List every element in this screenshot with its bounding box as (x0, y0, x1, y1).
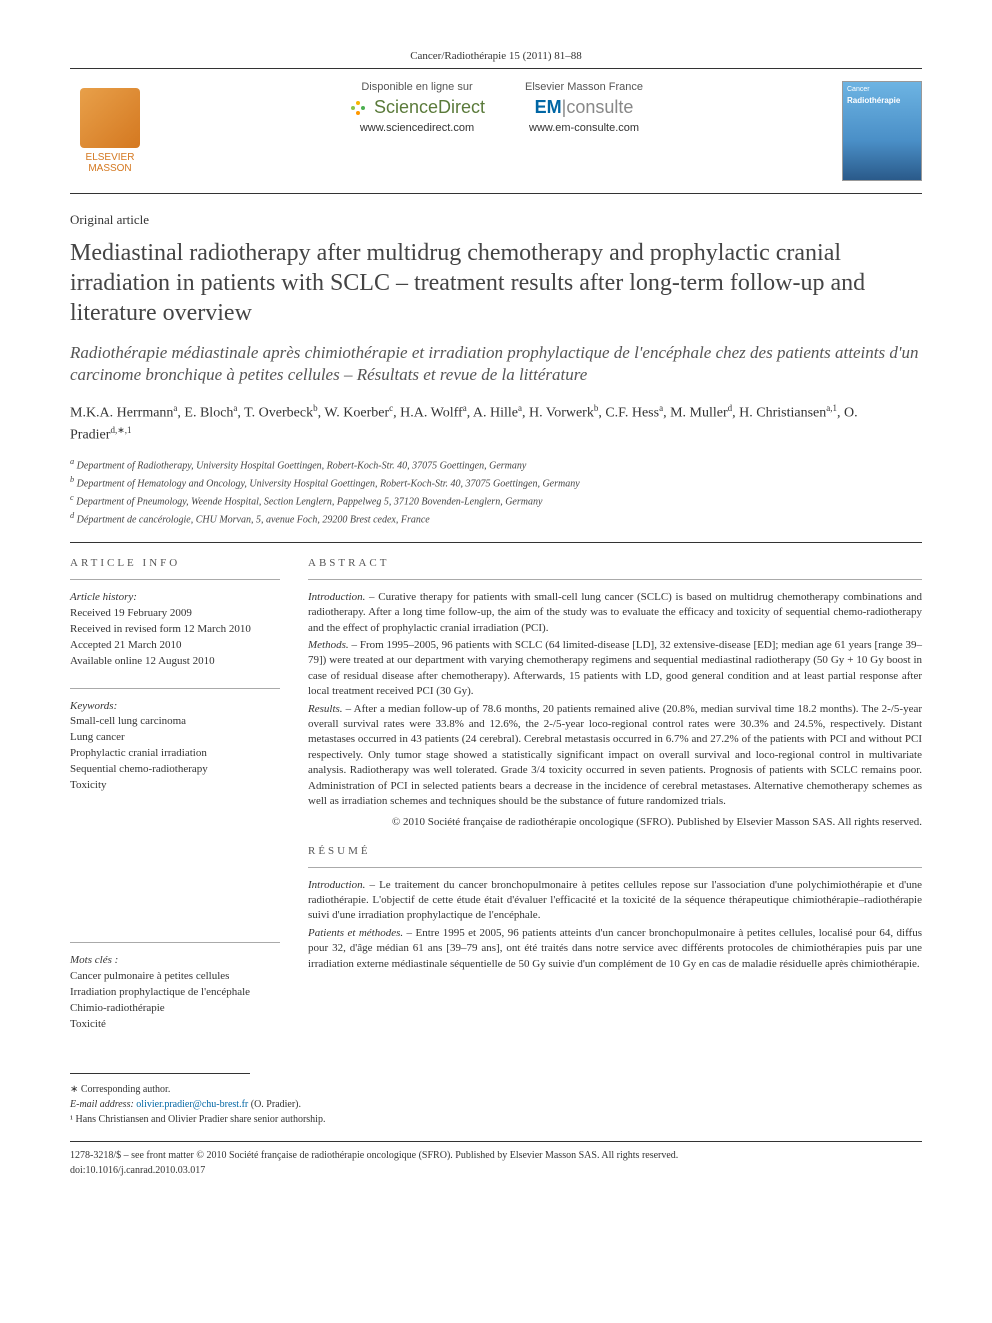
affiliation-line: a Department of Radiotherapy, University… (70, 456, 922, 473)
abs-intro-label: Introduction. – (308, 591, 375, 603)
top-rule (70, 68, 922, 69)
abstract-copyright: © 2010 Société française de radiothérapi… (308, 815, 922, 830)
keyword-item: Small-cell lung carcinoma (70, 714, 280, 730)
mot-cle-item: Chimio-radiothérapie (70, 1001, 280, 1017)
corresponding-author: ∗ Corresponding author. (70, 1082, 922, 1097)
mid-rule (70, 542, 922, 543)
em-brand1: EM (535, 97, 562, 117)
resume-body: Introduction. – Le traitement du cancer … (308, 878, 922, 972)
resume-rule (308, 867, 922, 868)
mot-cle-item: Cancer pulmonaire à petites cellules (70, 969, 280, 985)
res-methods-label: Patients et méthodes. – (308, 927, 412, 939)
affiliations: a Department of Radiotherapy, University… (70, 456, 922, 528)
footnote-rule (70, 1073, 250, 1074)
elsevier-masson-logo: ELSEVIER MASSON (70, 81, 150, 181)
journal-citation: Cancer/Radiothérapie 15 (2011) 81–88 (70, 50, 922, 62)
mots-label: Mots clés : (70, 953, 280, 969)
mots-cles-block: Mots clés : Cancer pulmonaire à petites … (70, 953, 280, 1033)
elsevier-tree-icon (80, 88, 140, 148)
author-list: M.K.A. Herrmanna, E. Blocha, T. Overbeck… (70, 402, 922, 445)
history-line: Accepted 21 March 2010 (70, 638, 280, 654)
journal-cover-thumbnail: Cancer Radiothérapie (842, 81, 922, 181)
article-type: Original article (70, 212, 922, 228)
article-info-head: article info (70, 557, 280, 569)
sciencedirect-block: Disponible en ligne sur ScienceDirect ww… (349, 81, 485, 134)
affiliation-line: c Department of Pneumology, Weende Hospi… (70, 492, 922, 509)
res-intro-label: Introduction. – (308, 879, 375, 891)
article-history: Article history: Received 19 February 20… (70, 590, 280, 670)
masson-label: MASSON (86, 163, 135, 174)
history-label: Article history: (70, 590, 280, 606)
affiliation-line: d Départment de cancérologie, CHU Morvan… (70, 510, 922, 527)
article-title-en: Mediastinal radiotherapy after multidrug… (70, 238, 922, 328)
abs-results-text: After a median follow-up of 78.6 months,… (308, 703, 922, 807)
keyword-item: Prophylactic cranial irradiation (70, 746, 280, 762)
keyword-item: Toxicity (70, 778, 280, 794)
em-brand2: consulte (566, 97, 633, 117)
abs-intro-text: Curative therapy for patients with small… (308, 591, 922, 634)
keyword-item: Sequential chemo-radiotherapy (70, 762, 280, 778)
abstract-body: Introduction. – Curative therapy for pat… (308, 590, 922, 831)
doi-line: doi:10.1016/j.canrad.2010.03.017 (70, 1163, 922, 1178)
sd-top-text: Disponible en ligne sur (349, 81, 485, 93)
resume-head: résumé (308, 845, 922, 857)
abs-results-label: Results. – (308, 703, 351, 715)
bottom-rule (70, 1141, 922, 1142)
sciencedirect-icon (349, 99, 367, 117)
history-line: Received 19 February 2009 (70, 606, 280, 622)
keywords-label: Keywords: (70, 699, 280, 715)
sd-url[interactable]: www.sciencedirect.com (349, 122, 485, 134)
cover-subtitle: Radiothérapie (847, 96, 900, 105)
keyword-item: Lung cancer (70, 730, 280, 746)
em-top-text: Elsevier Masson France (525, 81, 643, 93)
affiliation-line: b Department of Hematology and Oncology,… (70, 474, 922, 491)
mot-cle-item: Irradiation prophylactique de l'encéphal… (70, 985, 280, 1001)
author-email-link[interactable]: olivier.pradier@chu-brest.fr (136, 1099, 248, 1110)
front-matter-line: 1278-3218/$ – see front matter © 2010 So… (70, 1148, 922, 1163)
abs-methods-label: Methods. – (308, 639, 357, 651)
footnotes: ∗ Corresponding author. E-mail address: … (70, 1082, 922, 1127)
emconsulte-block: Elsevier Masson France EM|consulte www.e… (525, 81, 643, 134)
email-label: E-mail address: (70, 1099, 134, 1110)
cover-title: Cancer (847, 86, 917, 94)
keywords-block: Keywords: Small-cell lung carcinomaLung … (70, 699, 280, 795)
email-attribution: (O. Pradier). (251, 1099, 301, 1110)
mot-cle-item: Toxicité (70, 1017, 280, 1033)
history-line: Received in revised form 12 March 2010 (70, 622, 280, 638)
article-title-fr: Radiothérapie médiastinale après chimiot… (70, 342, 922, 386)
mots-rule (70, 942, 280, 943)
sd-brand-text: ScienceDirect (374, 97, 485, 117)
history-line: Available online 12 August 2010 (70, 654, 280, 670)
abstract-head: abstract (308, 557, 922, 569)
header-rule (70, 193, 922, 194)
publisher-header: ELSEVIER MASSON Disponible en ligne sur … (70, 81, 922, 181)
senior-authorship-note: ¹ Hans Christiansen and Olivier Pradier … (70, 1112, 922, 1127)
abs-methods-text: From 1995–2005, 96 patients with SCLC (6… (308, 639, 922, 697)
keywords-rule (70, 688, 280, 689)
em-url[interactable]: www.em-consulte.com (525, 122, 643, 134)
res-intro-text: Le traitement du cancer bronchopulmonair… (308, 879, 922, 922)
info-rule (70, 579, 280, 580)
elsevier-label: ELSEVIER (86, 152, 135, 163)
abstract-rule (308, 579, 922, 580)
